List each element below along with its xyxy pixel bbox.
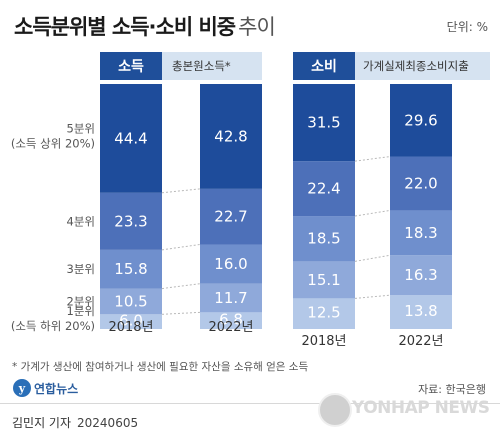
source-label: 자료: 한국은행 [418, 383, 486, 396]
category-label: 2018년 [301, 334, 346, 349]
bar-segment [293, 216, 355, 262]
connector-line [354, 209, 391, 217]
row-label: 5분위 [67, 121, 95, 135]
consumption-note: 가계실제최종소비지출 [363, 59, 469, 73]
category-label: 2022년 [398, 334, 443, 349]
income-note: 총본원소득* [172, 59, 231, 73]
data-label: 23.3 [114, 212, 147, 230]
bar-segment [200, 244, 262, 284]
bar-segment [390, 255, 452, 296]
bar-segment [100, 249, 162, 289]
data-label: 6.8 [219, 311, 243, 329]
yonhap-logo-text: 연합뉴스 [34, 382, 79, 396]
chart-title: 소득분위별 소득·소비 비중 추이 [14, 11, 276, 41]
data-label: 22.0 [404, 174, 437, 192]
data-label: 31.5 [307, 114, 340, 132]
connector-line [161, 188, 201, 194]
data-label: 42.8 [214, 127, 247, 145]
bar-segment [390, 156, 452, 211]
unit-label: 단위: % [446, 20, 488, 34]
data-label: 44.4 [114, 129, 147, 147]
row-label-sub: (소득 하위 20%) [11, 319, 95, 333]
data-label: 11.7 [214, 289, 247, 307]
row-label: 4분위 [67, 214, 95, 228]
watermark-logo-icon [318, 393, 352, 427]
row-label: 2분위 [67, 294, 95, 308]
bar-segment [100, 314, 162, 329]
data-label: 13.8 [404, 302, 437, 320]
bar-segment [390, 210, 452, 256]
connector-line [354, 294, 391, 299]
data-label: 12.5 [307, 304, 340, 322]
bar-segment [293, 261, 355, 299]
category-label: 2022년 [208, 320, 253, 335]
data-label: 18.5 [307, 230, 340, 248]
income-header-bar: 소득 총본원소득* [100, 52, 262, 80]
row-label: 1분위 [67, 304, 95, 318]
title-sub: 추이 [238, 15, 276, 39]
row-label: 3분위 [67, 262, 95, 276]
yonhap-logo-icon: y [13, 379, 31, 397]
data-label: 6.0 [119, 312, 143, 330]
bar-segment [200, 312, 262, 329]
bar-segment [390, 84, 452, 157]
bar-segment [293, 84, 355, 162]
reporter-name: 김민지 기자 [12, 416, 72, 430]
bar-segment [100, 192, 162, 250]
bar-segment [100, 84, 162, 193]
watermark-text: YONHAP NEWS [352, 398, 490, 418]
data-label: 16.3 [404, 266, 437, 284]
category-label: 2018년 [108, 320, 153, 335]
divider [0, 403, 500, 404]
connector-line [161, 243, 201, 251]
connector-line [354, 156, 391, 162]
data-label: 15.8 [114, 260, 147, 278]
title-main: 소득분위별 소득·소비 비중 [14, 15, 236, 39]
data-label: 22.7 [214, 208, 247, 226]
data-label: 16.0 [214, 255, 247, 273]
data-label: 18.3 [404, 224, 437, 242]
income-tag: 소득 [100, 52, 162, 80]
connector-line [161, 283, 201, 290]
bar-segment [293, 298, 355, 329]
consumption-header-bar: 소비 가계실제최종소비지출 [293, 52, 490, 80]
data-label: 29.6 [404, 111, 437, 129]
bar-segment [200, 84, 262, 189]
bar-segment [100, 288, 162, 315]
consumption-tag: 소비 [293, 52, 355, 80]
reporter-line: 김민지 기자 20240605 [12, 414, 138, 431]
data-label: 15.1 [307, 271, 340, 289]
row-label-sub: (소득 상위 20%) [11, 136, 95, 150]
connector-line [354, 254, 391, 262]
bar-segment [390, 295, 452, 329]
footnote: * 가계가 생산에 참여하거나 생산에 필요한 자산을 소유해 얻은 소득 [12, 361, 309, 373]
bar-segment [200, 283, 262, 313]
bar-segment [200, 188, 262, 245]
bar-segment [293, 161, 355, 217]
data-label: 22.4 [307, 180, 340, 198]
connector-line [161, 311, 201, 315]
stacked-bar-chart: 6.0 10.5 15.8 23.3 44.4 2018년 6.8 11.7 16.0 22.7 4… [11, 84, 452, 349]
reporter-date: 20240605 [77, 416, 139, 430]
data-label: 10.5 [114, 292, 147, 310]
